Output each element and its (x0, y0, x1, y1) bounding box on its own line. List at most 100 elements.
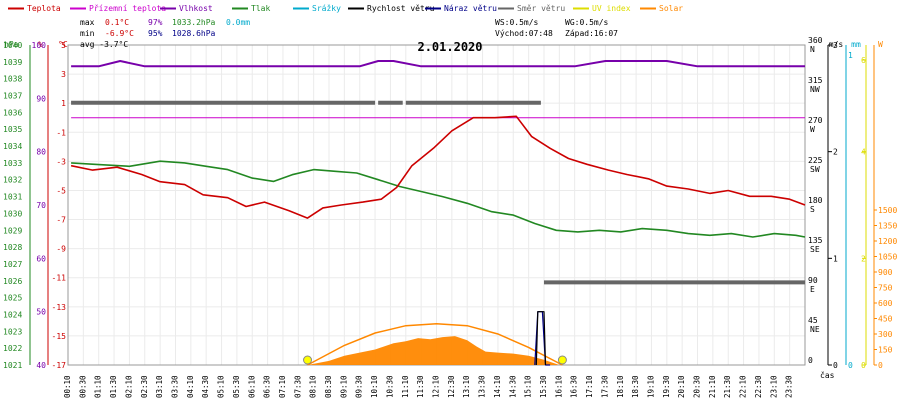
temperature-tick-label: -9 (56, 245, 66, 254)
wind-dir-tick-label: 45 (808, 316, 818, 325)
wind-dir-tick-label: 90 (808, 276, 818, 285)
stat-sunset: Západ:16:07 (565, 29, 618, 38)
x-tick-label: 04:10 (186, 375, 195, 398)
humidity-tick-label: 100 (32, 41, 47, 50)
uv-tick-label: 6 (861, 56, 866, 65)
rain-tick-label: 0 (848, 361, 853, 370)
stat-max-hum: 97% (148, 18, 163, 27)
temperature-tick-label: -17 (52, 361, 67, 370)
solar-theoretical-curve (307, 322, 563, 366)
wind-dir-tick-dir: S (810, 205, 815, 214)
stat-sunrise: Východ:07:48 (495, 29, 553, 38)
x-tick-label: 10:30 (385, 375, 394, 398)
stat-min-temp: -6.9°C (105, 29, 134, 38)
pressure-tick-label: 1034 (3, 142, 22, 151)
stat-max-rain: 0.0mm (226, 18, 250, 27)
solar-axis-unit: W (878, 40, 883, 49)
wind-dir-tick-label: 180 (808, 196, 823, 205)
temperature-tick-label: 3 (61, 70, 66, 79)
temperature-tick-label: -5 (56, 186, 66, 195)
x-tick-label: 00:10 (63, 375, 72, 398)
legend-label: Rychlost větru (367, 4, 435, 13)
x-tick-label: 18:30 (631, 375, 640, 398)
x-tick-label: 20:30 (693, 375, 702, 398)
temperature-tick-label: -1 (56, 128, 66, 137)
stat-max-press: 1033.2hPa (172, 18, 216, 27)
wind-dir-tick-dir: W (810, 125, 815, 134)
legend-label: Vlhkost (179, 4, 213, 13)
legend-label: Přízemní teplota (89, 4, 166, 13)
stat-max-temp: 0.1°C (105, 18, 129, 27)
chart-title: 2.01.2020 (417, 40, 482, 54)
x-axis-label: čas (820, 370, 835, 380)
legend-label: Náraz větru (444, 4, 497, 13)
pressure-tick-label: 1021 (3, 361, 22, 370)
x-tick-label: 01:30 (109, 375, 118, 398)
x-tick-label: 21:10 (708, 375, 717, 398)
wind-dir-tick-label: 0 (808, 356, 813, 365)
x-tick-label: 23:10 (769, 375, 778, 398)
solar-tick-label: 0 (878, 361, 883, 370)
stat-wind-gust: WG:0.5m/s (565, 18, 609, 27)
pressure-line (71, 160, 806, 238)
temperature-line (70, 115, 806, 219)
x-tick-label: 07:10 (278, 375, 287, 398)
solar-tick-label: 450 (878, 315, 893, 324)
pressure-tick-label: 1025 (3, 294, 22, 303)
wind-speed-tick-label: 0 (833, 361, 838, 370)
rain-tick-label: 1 (848, 51, 853, 60)
humidity-tick-label: 90 (36, 94, 46, 103)
x-tick-label: 06:10 (247, 375, 256, 398)
wind-speed-axis-unit: m/s (829, 40, 844, 49)
x-tick-label: 09:30 (355, 375, 364, 398)
pressure-tick-label: 1029 (3, 226, 22, 235)
temperature-tick-label: -13 (52, 303, 67, 312)
stat-min-label: min (80, 29, 95, 38)
rain-axis-unit: mm (851, 40, 861, 49)
x-tick-label: 10:10 (370, 375, 379, 398)
solar-tick-label: 150 (878, 346, 893, 355)
solar-tick-label: 300 (878, 330, 893, 339)
x-tick-label: 20:10 (677, 375, 686, 398)
uv-tick-label: 4 (861, 148, 866, 157)
x-tick-label: 14:30 (508, 375, 517, 398)
humidity-tick-label: 70 (36, 201, 46, 210)
x-tick-label: 08:10 (309, 375, 318, 398)
x-tick-label: 00:30 (78, 375, 87, 398)
x-tick-label: 03:30 (170, 375, 179, 398)
uv-marker (557, 355, 567, 365)
uv-marker (303, 355, 313, 365)
pressure-tick-label: 1033 (3, 159, 22, 168)
legend-label: Solar (659, 4, 683, 13)
wind-dir-tick-label: 360 (808, 36, 823, 45)
solar-tick-label: 600 (878, 299, 893, 308)
wind-dir-tick-dir: NW (810, 85, 820, 94)
solar-tick-label: 1350 (878, 222, 897, 231)
x-tick-label: 15:10 (524, 375, 533, 398)
solar-tick-label: 1050 (878, 253, 897, 262)
humidity-tick-label: 40 (36, 361, 46, 370)
x-tick-label: 13:30 (478, 375, 487, 398)
pressure-tick-label: 1027 (3, 260, 22, 269)
x-tick-label: 16:10 (554, 375, 563, 398)
legend-label: Směr větru (517, 4, 565, 13)
wind-speed-tick-label: 3 (833, 41, 838, 50)
solar-tick-label: 750 (878, 284, 893, 293)
pressure-tick-label: 1026 (3, 277, 22, 286)
x-tick-label: 14:10 (493, 375, 502, 398)
x-tick-label: 11:30 (416, 375, 425, 398)
pressure-tick-label: 1022 (3, 344, 22, 353)
stat-min-press: 1028.6hPa (172, 29, 216, 38)
wind-dir-tick-dir: SW (810, 165, 820, 174)
humidity-tick-label: 60 (36, 254, 46, 263)
temperature-tick-label: -7 (56, 216, 66, 225)
x-tick-label: 08:30 (324, 375, 333, 398)
x-tick-label: 19:30 (662, 375, 671, 398)
solar-tick-label: 1200 (878, 237, 897, 246)
wind-speed-tick-label: 2 (833, 148, 838, 157)
pressure-tick-label: 1023 (3, 327, 22, 336)
solar-tick-label: 1500 (878, 206, 897, 215)
humidity-line (71, 60, 805, 68)
humidity-tick-label: 50 (36, 308, 46, 317)
